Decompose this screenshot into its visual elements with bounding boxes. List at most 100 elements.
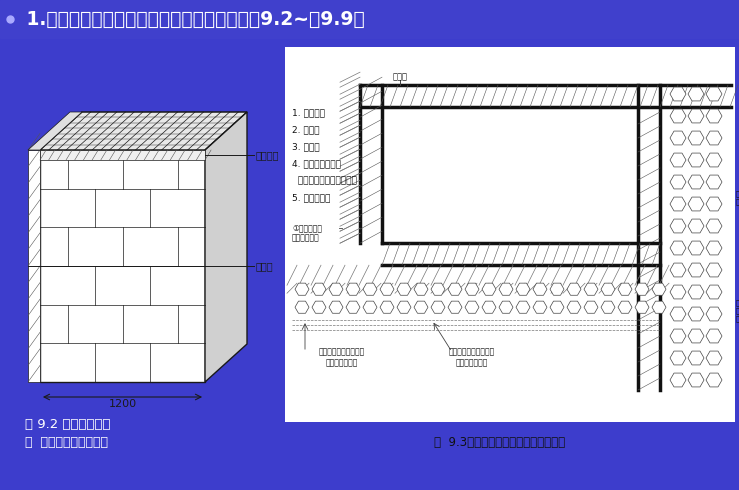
Polygon shape [688, 285, 704, 299]
Polygon shape [706, 285, 722, 299]
Polygon shape [670, 329, 686, 343]
Polygon shape [688, 241, 704, 255]
Polygon shape [670, 197, 686, 211]
Polygon shape [397, 283, 411, 295]
Polygon shape [670, 109, 686, 123]
Text: 1.外墙外保温工程几种常见构造做法图（见图9.2~图9.9）: 1.外墙外保温工程几种常见构造做法图（见图9.2~图9.9） [20, 9, 365, 28]
Polygon shape [533, 283, 547, 295]
Polygon shape [414, 283, 428, 295]
Polygon shape [329, 301, 343, 313]
Polygon shape [482, 283, 496, 295]
Polygon shape [688, 351, 704, 365]
Text: 勾水刮: 勾水刮 [392, 72, 407, 81]
Text: 2. 抗裂层: 2. 抗裂层 [292, 126, 319, 135]
Polygon shape [688, 87, 704, 101]
Polygon shape [584, 283, 598, 295]
Polygon shape [706, 219, 722, 233]
Polygon shape [205, 112, 247, 382]
Text: 注  墙角处板应交错互锁: 注 墙角处板应交错互锁 [25, 436, 108, 449]
Text: 5. 压砼墙面层: 5. 压砼墙面层 [292, 194, 330, 203]
Polygon shape [618, 283, 632, 295]
Bar [0, 0, 739, 38]
Text: 图  9.3首层墙体构造及墙角构造处理图: 图 9.3首层墙体构造及墙角构造处理图 [435, 436, 565, 449]
Polygon shape [706, 263, 722, 277]
Polygon shape [670, 131, 686, 145]
Polygon shape [295, 283, 309, 295]
Polygon shape [28, 112, 82, 150]
Text: 1200: 1200 [109, 399, 137, 409]
Polygon shape [516, 301, 530, 313]
Polygon shape [584, 301, 598, 313]
Text: 4. 聚合物抗裂砂浆: 4. 聚合物抗裂砂浆 [292, 160, 341, 169]
Polygon shape [688, 131, 704, 145]
Polygon shape [688, 373, 704, 387]
Polygon shape [706, 241, 722, 255]
Polygon shape [380, 283, 394, 295]
Polygon shape [601, 301, 615, 313]
Polygon shape [688, 263, 704, 277]
Polygon shape [706, 131, 722, 145]
Polygon shape [465, 283, 479, 295]
Polygon shape [652, 283, 666, 295]
Polygon shape [533, 301, 547, 313]
Text: 第二层网格布耐网格布
（标准网格布）: 第二层网格布耐网格布 （标准网格布） [449, 347, 495, 367]
Polygon shape [670, 87, 686, 101]
Text: 建筑示范图上下左
聚苯板上两耐压板
附:耐碱网格布等: 建筑示范图上下左 聚苯板上两耐压板 附:耐碱网格布等 [736, 300, 739, 321]
Polygon shape [567, 301, 581, 313]
Polygon shape [688, 329, 704, 343]
Polygon shape [465, 301, 479, 313]
Text: 1. 压层抹水: 1. 压层抹水 [292, 109, 325, 118]
Polygon shape [635, 301, 649, 313]
Polygon shape [516, 283, 530, 295]
Polygon shape [482, 301, 496, 313]
Polygon shape [312, 301, 326, 313]
Polygon shape [329, 283, 343, 295]
Polygon shape [550, 301, 564, 313]
Text: 3. 聚苯板: 3. 聚苯板 [292, 143, 320, 152]
Polygon shape [670, 175, 686, 189]
Text: 第一层网格布耐网格布
（耐碱网格布）: 第一层网格布耐网格布 （耐碱网格布） [319, 347, 365, 367]
Text: 较近墙层网格布
等墙板: 较近墙层网格布 等墙板 [736, 191, 739, 205]
Polygon shape [706, 329, 722, 343]
Polygon shape [601, 283, 615, 295]
Polygon shape [397, 301, 411, 313]
Polygon shape [670, 307, 686, 321]
Bar [28, 150, 40, 382]
Polygon shape [706, 197, 722, 211]
Polygon shape [414, 301, 428, 313]
Polygon shape [670, 263, 686, 277]
Polygon shape [706, 109, 722, 123]
Polygon shape [295, 301, 309, 313]
Polygon shape [688, 153, 704, 167]
Polygon shape [567, 283, 581, 295]
Text: 压层抹体: 压层抹体 [256, 150, 279, 160]
Polygon shape [346, 301, 360, 313]
Polygon shape [670, 285, 686, 299]
Polygon shape [499, 283, 513, 295]
Polygon shape [706, 87, 722, 101]
Polygon shape [670, 351, 686, 365]
Polygon shape [363, 283, 377, 295]
Text: 聚苯板: 聚苯板 [256, 261, 273, 271]
Bar [285, 47, 735, 422]
Polygon shape [670, 241, 686, 255]
Polygon shape [40, 112, 247, 150]
Polygon shape [431, 283, 445, 295]
Polygon shape [688, 175, 704, 189]
Bar [40, 150, 205, 382]
Bar [40, 150, 205, 160]
Text: 图 9.2 聚苯板排板图: 图 9.2 聚苯板排板图 [25, 418, 111, 431]
Polygon shape [688, 307, 704, 321]
Polygon shape [706, 175, 722, 189]
Polygon shape [431, 301, 445, 313]
Polygon shape [448, 301, 462, 313]
Polygon shape [670, 153, 686, 167]
Polygon shape [312, 283, 326, 295]
Polygon shape [448, 283, 462, 295]
Polygon shape [706, 153, 722, 167]
Polygon shape [635, 283, 649, 295]
Polygon shape [688, 197, 704, 211]
Text: 压入两层网格布耐网格布: 压入两层网格布耐网格布 [292, 177, 357, 186]
Polygon shape [706, 351, 722, 365]
Polygon shape [670, 373, 686, 387]
